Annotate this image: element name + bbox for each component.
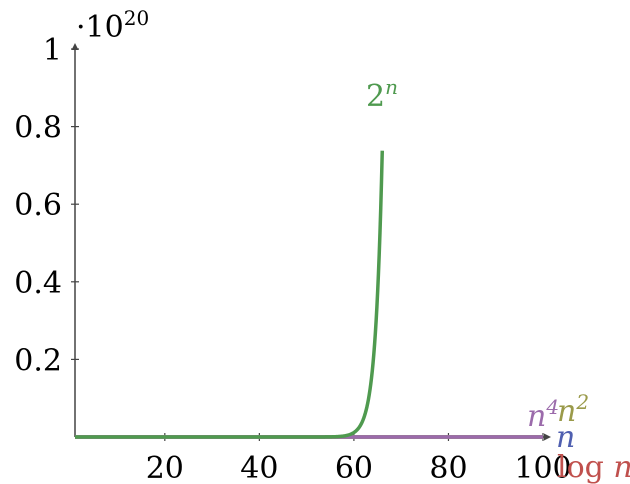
x-tick-label: 40 — [240, 451, 278, 484]
series-label-n: n — [556, 420, 575, 455]
x-tick-label: 20 — [146, 451, 184, 484]
y-axis-scale-exponent: 20 — [124, 6, 149, 30]
axes — [71, 43, 551, 441]
y-tick-label: 1 — [43, 33, 62, 68]
series-label-n-squared: n2 — [557, 390, 589, 429]
y-axis-arrow — [71, 43, 79, 50]
series-label-two-to-n: 2n — [366, 75, 398, 114]
x-tick-label: 100 — [514, 451, 571, 484]
series-label-log-n: log n — [557, 450, 630, 484]
series-label-n-fourth: n4 — [527, 395, 559, 434]
series-line-two-to-n — [74, 150, 385, 439]
y-axis-scale-base: ·10 — [76, 10, 124, 45]
y-tick-label: 0.2 — [14, 343, 62, 378]
y-tick-label: 0.8 — [14, 111, 62, 146]
y-tick-label: 0.6 — [14, 188, 62, 223]
x-axis-arrow — [544, 433, 551, 441]
series-labels: log nnn2n4 2n — [366, 75, 630, 484]
y-axis-scale-label: ·1020 — [76, 6, 149, 45]
x-tick-label: 60 — [335, 451, 373, 484]
ticks: 20 40 60 80 100 0.2 0.4 0.6 0.8 1 — [14, 33, 571, 484]
series-lines — [74, 150, 544, 439]
y-tick-label: 0.4 — [14, 266, 62, 301]
x-tick-label: 80 — [429, 451, 467, 484]
